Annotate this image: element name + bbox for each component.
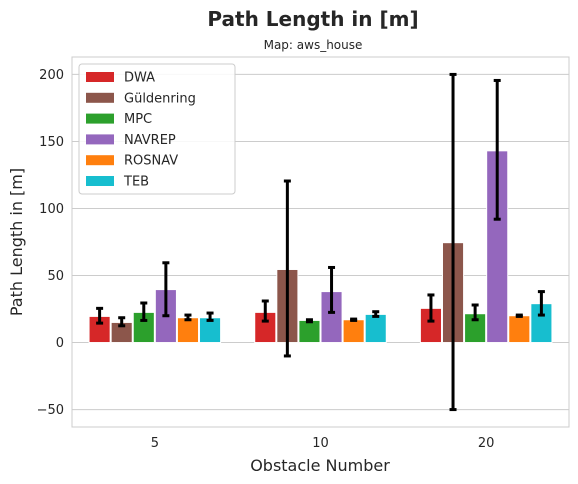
legend-swatch	[86, 176, 114, 186]
legend-swatch	[86, 113, 114, 124]
y-tick-label: 0	[56, 336, 64, 351]
chart-subtitle: Map: aws_house	[264, 38, 363, 52]
x-tick-label: 5	[151, 436, 159, 451]
error-bar	[515, 313, 523, 318]
error-bar	[184, 313, 192, 322]
y-axis-label: Path Length in [m]	[7, 168, 26, 316]
error-bar	[350, 317, 358, 322]
x-tick-label: 10	[312, 436, 329, 451]
error-bar	[140, 301, 148, 322]
error-bar	[537, 290, 545, 317]
error-bar	[449, 72, 457, 412]
error-bar	[261, 299, 269, 323]
chart-title: Path Length in [m]	[207, 7, 418, 31]
y-tick-label: 100	[39, 202, 64, 217]
error-bar	[372, 310, 380, 318]
error-bar	[471, 303, 479, 322]
legend-swatch	[86, 72, 114, 82]
error-bar	[96, 306, 104, 325]
legend-frame	[78, 63, 236, 195]
error-bar	[118, 316, 126, 328]
legend-swatch	[86, 92, 114, 103]
bar-teb-10	[364, 313, 387, 344]
error-bar	[283, 179, 291, 358]
error-bar	[162, 261, 170, 318]
error-bar	[206, 311, 214, 322]
x-tick-label: 20	[478, 436, 495, 451]
legend: DWA Güldenring MPC NAVREP ROSNAV TEB	[78, 63, 236, 195]
bar-rosnav-20	[508, 315, 531, 344]
legend-swatch	[86, 155, 114, 166]
y-tick-label: 200	[39, 68, 64, 83]
legend-entry: DWA	[124, 71, 155, 86]
error-bar	[493, 78, 501, 221]
y-tick-label: −50	[37, 403, 64, 418]
error-bar	[305, 318, 313, 324]
bar-mpc-10	[298, 319, 321, 344]
y-axis: −50 0 50 100 150 200	[37, 68, 64, 418]
legend-entry: ROSNAV	[124, 154, 178, 169]
error-bar	[328, 265, 336, 314]
legend-entry: Güldenring	[124, 91, 196, 106]
x-axis-label: Obstacle Number	[250, 456, 390, 475]
plot-area	[71, 56, 570, 428]
x-axis: 5 10 20	[151, 436, 495, 451]
y-tick-label: 50	[47, 269, 64, 284]
y-tick-label: 150	[39, 135, 64, 150]
legend-entry: NAVREP	[124, 133, 176, 148]
error-bars	[96, 72, 545, 412]
legend-swatch	[86, 134, 114, 145]
bar-rosnav-10	[342, 319, 365, 344]
error-bar	[427, 293, 435, 323]
legend-entry: MPC	[124, 112, 152, 127]
bar-rosnav-5	[176, 317, 200, 344]
legend-entry: TEB	[123, 175, 149, 190]
bars	[88, 150, 553, 344]
